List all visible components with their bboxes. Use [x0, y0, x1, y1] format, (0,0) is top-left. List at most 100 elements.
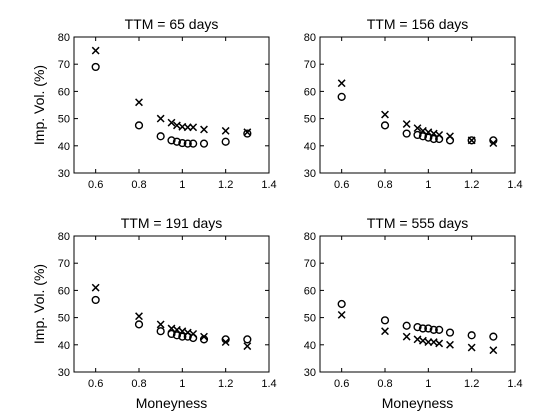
x-tick-label: 1.4 [507, 179, 522, 191]
cross-marker [446, 340, 454, 349]
circle-marker [91, 62, 100, 72]
y-axis-label: Imp. Vol. (%) [31, 65, 47, 145]
circle-marker [337, 92, 346, 101]
circle-marker [243, 335, 252, 344]
cross-marker [435, 339, 444, 348]
circle-marker [380, 316, 390, 325]
cross-marker [467, 136, 476, 145]
y-tick-label: 40 [304, 340, 316, 352]
circle-marker [156, 327, 165, 336]
cross-marker [200, 332, 208, 341]
circle-marker [418, 132, 428, 141]
circle-marker [167, 136, 176, 145]
x-tick-label: 0.8 [377, 378, 392, 390]
cross-marker [243, 128, 252, 137]
subplot-title: TTM = 555 days [367, 215, 469, 231]
circle-marker [172, 137, 182, 146]
cross-marker [402, 120, 411, 128]
circle-marker [134, 121, 144, 130]
cross-marker [189, 123, 198, 132]
x-tick-label: 0.8 [377, 179, 392, 191]
cross-marker [243, 342, 252, 351]
circle-marker [167, 329, 176, 339]
x-axis-label: Moneyness [136, 395, 208, 411]
cross-marker [200, 125, 208, 134]
cross-marker [221, 126, 230, 135]
y-tick-label: 60 [58, 86, 70, 98]
circle-marker [413, 130, 422, 140]
x-tick-label: 1 [425, 179, 431, 191]
cross-marker [189, 329, 198, 338]
cross-marker [381, 110, 389, 119]
x-tick-label: 1 [179, 179, 185, 191]
x-tick-label: 0.6 [334, 179, 349, 191]
circle-marker [489, 332, 498, 341]
x-tick-label: 1 [425, 378, 431, 390]
x-tick-label: 1.2 [464, 179, 479, 191]
cross-marker [156, 320, 165, 329]
cross-marker [489, 346, 498, 355]
axes-frame [73, 36, 270, 174]
subplot-1: TTM = 65 days 0.6 0.8 1 1.2 1.4 30 40 50 60 70 80 Im… [31, 16, 277, 191]
x-tick-label: 0.6 [88, 378, 103, 390]
circle-marker [467, 331, 476, 340]
cross-marker [91, 283, 100, 292]
cross-marker [467, 343, 476, 352]
circle-marker [243, 129, 252, 138]
y-tick-label: 80 [304, 231, 316, 243]
y-tick-label: 60 [304, 285, 316, 297]
x-tick-label: 1.4 [261, 378, 276, 390]
subplot-title: TTM = 65 days [125, 16, 219, 32]
y-tick-label: 50 [58, 114, 70, 126]
y-tick-label: 40 [58, 141, 70, 153]
subplot-4: TTM = 555 days 0.6 0.8 1 1.2 1.4 30 40 50 60 70 80 M… [304, 215, 523, 411]
y-tick-label: 70 [304, 59, 316, 71]
y-tick-label: 60 [304, 86, 316, 98]
circle-marker [221, 137, 230, 146]
circle-marker [424, 133, 433, 142]
cross-marker [402, 332, 411, 341]
y-tick-label: 40 [304, 141, 316, 153]
x-tick-label: 1.2 [218, 378, 233, 390]
y-tick-label: 50 [58, 313, 70, 325]
circle-marker [429, 134, 438, 144]
x-tick-label: 0.8 [131, 378, 146, 390]
circle-marker [424, 324, 433, 333]
y-tick-label: 50 [304, 114, 316, 126]
x-tick-label: 0.8 [131, 179, 146, 191]
circle-marker [429, 325, 438, 334]
cross-marker [446, 132, 454, 141]
circle-marker [189, 139, 198, 148]
subplot-3: TTM = 191 days 0.6 0.8 1 1.2 1.4 30 40 50 60 70 80 M… [31, 215, 277, 411]
y-tick-label: 30 [58, 168, 70, 180]
cross-marker [413, 124, 422, 133]
circle-marker [402, 321, 411, 330]
circle-marker [91, 295, 100, 305]
circle-marker [183, 139, 192, 148]
circle-marker [156, 132, 165, 141]
x-tick-label: 1.2 [464, 378, 479, 390]
cross-marker [381, 327, 389, 336]
circle-marker [337, 299, 346, 309]
x-tick-label: 1.4 [261, 179, 276, 191]
cross-marker [156, 114, 165, 123]
circle-marker [413, 323, 422, 332]
cross-marker [135, 312, 143, 321]
cross-marker [489, 139, 498, 148]
circle-marker [178, 138, 187, 148]
y-axis-label: Imp. Vol. (%) [31, 264, 47, 344]
circle-marker [402, 129, 411, 138]
circle-marker [435, 325, 444, 334]
circle-marker [445, 328, 455, 337]
axes-frame [73, 235, 270, 373]
circle-marker [178, 332, 187, 341]
cross-marker [221, 338, 230, 347]
x-tick-label: 1.2 [218, 179, 233, 191]
subplot-2: TTM = 156 days 0.6 0.8 1 1.2 1.4 30 40 50 60 70 80 [304, 16, 523, 191]
cross-marker [337, 79, 346, 88]
x-tick-label: 0.6 [334, 378, 349, 390]
circle-marker [380, 121, 390, 130]
cross-marker [135, 98, 143, 107]
y-tick-label: 30 [304, 168, 316, 180]
